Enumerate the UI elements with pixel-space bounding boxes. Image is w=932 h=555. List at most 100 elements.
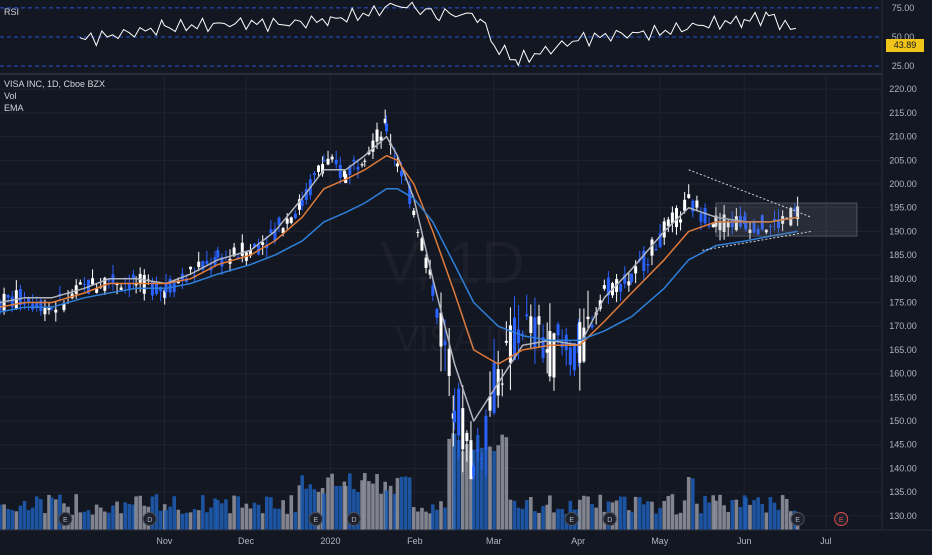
candle-body (304, 189, 308, 201)
candle-body (777, 219, 781, 229)
candle-body (248, 249, 252, 256)
event-marker-label: E (839, 517, 844, 524)
candle-body (134, 283, 138, 286)
volume-bar (627, 510, 631, 530)
candle-body (674, 208, 678, 227)
volume-bar (232, 495, 236, 530)
volume-bar (431, 504, 435, 530)
candle-body (131, 274, 135, 280)
volume-bar (428, 513, 432, 530)
candle-body (461, 408, 465, 450)
volume-bar (695, 503, 699, 530)
candle-body (58, 293, 62, 295)
volume-bar (552, 512, 556, 530)
volume-bar (678, 512, 683, 530)
price-tick-label: 200.00 (889, 179, 917, 189)
rsi-legend[interactable]: RSI (4, 7, 20, 17)
volume-bar (529, 497, 533, 530)
event-marker (142, 512, 157, 526)
volume-bar (277, 508, 281, 530)
volume-bar (424, 511, 428, 530)
volume-bar (447, 438, 451, 530)
price-tick-label: 205.00 (889, 155, 917, 165)
symbol-legend[interactable]: VISA INC, 1D, Cboe BZX (4, 79, 106, 89)
candle-body (6, 295, 10, 298)
candle-body (525, 314, 529, 317)
candle-body (764, 229, 768, 233)
time-tick-label: Apr (571, 536, 585, 546)
time-tick-label: May (651, 536, 669, 546)
volume-bar (22, 500, 27, 530)
volume-bar (94, 504, 99, 530)
price-tick-label: 130.00 (889, 511, 917, 521)
volume-bar (300, 475, 304, 530)
volume-bar (435, 509, 439, 530)
candle-body (322, 160, 326, 162)
volume-bar (264, 496, 269, 530)
volume-bar (512, 500, 517, 530)
candle-body (91, 278, 95, 285)
candle-body (317, 165, 320, 172)
candle-body (443, 340, 447, 346)
volume-bar (711, 495, 716, 530)
candle-body (379, 136, 383, 141)
volume-legend[interactable]: Vol (4, 91, 17, 101)
candle-body (439, 312, 443, 347)
candle-body (743, 216, 747, 224)
candle-body (718, 222, 722, 231)
rsi-pane (0, 1, 882, 67)
candle-body (253, 243, 257, 248)
event-marker (790, 512, 805, 526)
candle-body (35, 302, 39, 308)
volume-bar (465, 444, 469, 530)
candle-body (789, 208, 793, 226)
candle-body (127, 283, 131, 291)
time-tick-label: Feb (407, 536, 423, 546)
volume-bar (379, 493, 383, 530)
candle-body (513, 317, 516, 360)
volume-bar (184, 512, 189, 530)
volume-bar (776, 509, 781, 530)
volume-bar (188, 512, 193, 530)
candle-body (412, 210, 416, 216)
ema-legend[interactable]: EMA (4, 103, 24, 113)
volume-bar (524, 500, 529, 530)
candle-body (189, 266, 193, 270)
candle-body (756, 228, 760, 235)
volume-bar (703, 495, 707, 530)
price-tick-label: 170.00 (889, 321, 917, 331)
candle-body (687, 194, 691, 198)
volume-bar (138, 495, 142, 530)
candle-body (623, 274, 627, 284)
volume-bar (614, 500, 619, 530)
candle-body (0, 301, 2, 311)
candle-body (768, 226, 772, 228)
price-tick-label: 165.00 (889, 345, 917, 355)
candle-body (772, 218, 776, 221)
time-tick-label: Dec (238, 536, 255, 546)
volume-bar (488, 446, 492, 530)
event-marker (346, 512, 361, 526)
candle-body (699, 213, 703, 222)
volume-bar (316, 491, 321, 530)
volume-bar (127, 503, 132, 530)
candle-body (457, 388, 461, 436)
rsi-tick-label: 50.00 (892, 32, 915, 42)
time-tick-label: Mar (486, 536, 502, 546)
volume-bar (516, 507, 521, 530)
price-axis-bg (882, 0, 932, 550)
volume-bar (443, 507, 447, 530)
candle-body (556, 324, 560, 336)
candle-body (619, 284, 623, 292)
volume-bar (236, 496, 240, 530)
volume-bar (760, 504, 765, 530)
candle-body (752, 221, 756, 233)
volume-bar (416, 511, 420, 530)
volume-bar (348, 473, 352, 530)
candle-body (348, 166, 352, 175)
candle-body (95, 288, 99, 293)
volume-bar (504, 437, 509, 530)
volume-bar (560, 508, 564, 530)
volume-bar (646, 501, 650, 530)
